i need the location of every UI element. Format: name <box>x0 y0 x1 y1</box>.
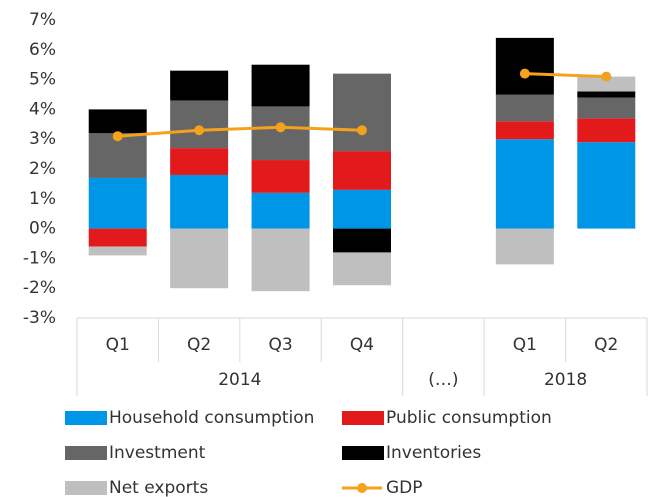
bar-segment <box>333 151 391 190</box>
x-tick-label: Q3 <box>268 335 292 355</box>
bar-segment <box>170 174 229 229</box>
bar-segment <box>251 106 310 161</box>
y-tick-label: 0% <box>29 219 56 239</box>
group-label: 2014 <box>218 370 261 390</box>
bar-segment <box>170 70 229 101</box>
y-tick-label: 5% <box>29 70 56 90</box>
y-tick-label: -2% <box>23 278 56 298</box>
line-dot <box>519 68 530 79</box>
bar-segment <box>577 91 636 98</box>
bar-segment <box>88 228 147 247</box>
y-tick-label: -1% <box>23 248 56 268</box>
line <box>117 72 607 138</box>
line-dot <box>194 125 205 136</box>
bar-segment <box>170 148 229 175</box>
y-tick-label: 2% <box>29 159 56 179</box>
group-label: (…) <box>428 370 458 390</box>
bar-segment <box>495 121 554 140</box>
bar-segment <box>88 177 147 229</box>
legend-label: Household consumption <box>109 408 314 428</box>
bar-segment <box>495 228 554 265</box>
line-dot <box>601 71 612 82</box>
legend-swatch <box>342 411 384 425</box>
legend-label: Public consumption <box>386 408 552 428</box>
y-tick-label: -3% <box>23 308 56 328</box>
bar-segment <box>88 109 147 134</box>
bar-segment <box>251 192 310 229</box>
legend-swatch <box>342 446 384 460</box>
bar-segment <box>495 94 554 122</box>
bar-segment <box>333 252 391 286</box>
legend-swatch <box>65 411 107 425</box>
bar-segment <box>333 228 391 253</box>
y-tick-label: 7% <box>29 10 56 30</box>
legend-label: Inventories <box>386 443 481 463</box>
x-tick-label: Q1 <box>106 335 130 355</box>
bar-segment <box>170 228 229 289</box>
bar-segment <box>577 118 636 143</box>
legend-swatch <box>65 446 107 460</box>
bar-segment <box>577 76 636 92</box>
bar-segment <box>333 189 391 229</box>
y-tick-label: 4% <box>29 99 56 119</box>
bar-segment <box>251 64 310 107</box>
bar-segment <box>170 100 229 149</box>
legend-label: Net exports <box>109 478 208 497</box>
x-tick-label: Q4 <box>350 335 374 355</box>
legend-label: GDP <box>386 478 423 497</box>
y-tick-label: 6% <box>29 40 56 60</box>
bar-segment <box>251 160 310 193</box>
x-tick-label: Q2 <box>594 335 618 355</box>
y-tick-label: 1% <box>29 189 56 209</box>
group-label: 2018 <box>544 370 587 390</box>
bar-segment <box>495 37 554 95</box>
line-dot <box>275 122 286 133</box>
bar-segment <box>577 142 636 229</box>
line-dot <box>112 131 123 142</box>
legend-swatch <box>65 481 107 495</box>
bar-segment <box>333 73 391 152</box>
bar-segment <box>577 97 636 119</box>
legend-swatch <box>357 483 367 493</box>
bar-segment <box>251 228 310 292</box>
line-dot <box>357 125 367 136</box>
x-tick-label: Q1 <box>513 335 537 355</box>
x-tick-label: Q2 <box>187 335 211 355</box>
y-tick-label: 3% <box>29 129 56 149</box>
bar-segment <box>88 246 147 256</box>
bar-segment <box>495 139 554 229</box>
legend-label: Investment <box>109 443 206 463</box>
